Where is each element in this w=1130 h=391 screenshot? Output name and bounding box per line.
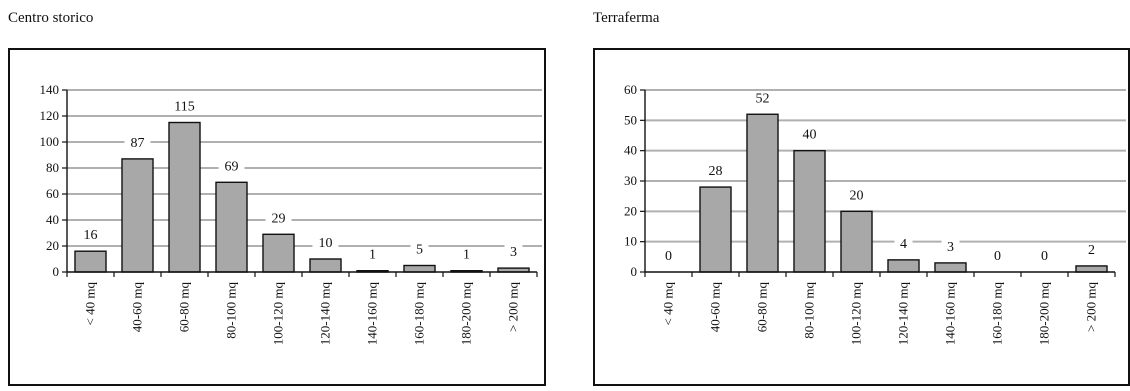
chart-1-data-label: 10: [319, 236, 333, 251]
chart-2-bar: [793, 149, 826, 273]
chart-1-data-label: 29: [272, 211, 286, 226]
chart-2-y-tick-label: 30: [624, 173, 637, 188]
chart-2-data-label: 3: [947, 240, 954, 255]
chart-1-y-tick-label: 100: [40, 134, 60, 149]
chart-2-category-label: 160-180 mq: [990, 282, 1005, 346]
chart-1-category-label: 80-100 mq: [224, 282, 239, 339]
chart-2-category-label: 100-120 mq: [849, 282, 864, 346]
chart-1-category-label: 160-180 mq: [412, 282, 427, 346]
chart-1-bar: [262, 233, 295, 273]
chart-2-y-tick-label: 0: [631, 264, 638, 279]
chart-1-y-tick-label: 120: [40, 108, 60, 123]
chart-1-category-label: 60-80 mq: [177, 282, 192, 333]
chart-2-data-label: 0: [994, 249, 1001, 264]
chart-1-category-label: > 200 mq: [506, 282, 521, 332]
chart-2-frame: 0 10 20 30 40 50 60 < 40 mq 40-60 mq 60-80 mq 80-1…: [593, 48, 1130, 386]
chart-2-y-tick-label: 20: [624, 203, 637, 218]
chart-1-data-label: 1: [369, 248, 376, 263]
chart-1-data-label: 16: [84, 228, 98, 243]
chart-2-data-label: 52: [756, 91, 770, 106]
chart-1-data-label: 5: [416, 243, 423, 258]
chart-1-bar: [403, 264, 436, 273]
chart-2-data-label: 4: [900, 237, 907, 252]
chart-1-bar: [215, 181, 248, 273]
chart-2-category-label: > 200 mq: [1084, 282, 1099, 332]
chart-1-data-label: 3: [510, 245, 517, 260]
chart-2-category-label: 80-100 mq: [802, 282, 817, 339]
chart-1-y-tick-label: 140: [40, 82, 60, 97]
chart-2-title: Terraferma: [593, 10, 660, 26]
chart-1-plot: 0 20 40 60 80 100 120 140 < 40 mq 40-60 mq 60-80 m…: [40, 82, 542, 346]
chart-2-bar: [1075, 265, 1108, 273]
chart-1-title: Centro storico: [8, 10, 94, 26]
chart-2-bar: [887, 259, 920, 273]
chart-2-category-label: 140-160 mq: [943, 282, 958, 346]
chart-1-data-label: 69: [225, 159, 239, 174]
chart-2-y-tick-label: 60: [624, 82, 637, 97]
chart-1-category-label: 120-140 mq: [318, 282, 333, 346]
chart-2-data-label: 0: [1041, 249, 1048, 264]
chart-2-data-label: 40: [803, 128, 817, 143]
chart-2-data-label: 20: [850, 188, 864, 203]
chart-2-category-label: 40-60 mq: [708, 282, 723, 333]
chart-2-category-label: 180-200 mq: [1037, 282, 1052, 346]
chart-1-y-tick-label: 0: [53, 264, 60, 279]
chart-2-y-tick-label: 40: [624, 143, 637, 158]
chart-2-data-label: 0: [665, 249, 672, 264]
chart-1-data-label: 1: [463, 248, 470, 263]
chart-1-y-tick-label: 20: [46, 238, 59, 253]
chart-2-category-label: 60-80 mq: [755, 282, 770, 333]
chart-1-y-tick-label: 40: [46, 212, 59, 227]
chart-2-bar: [934, 262, 967, 273]
chart-1-category-label: 100-120 mq: [271, 282, 286, 346]
chart-2-bar: [840, 210, 873, 273]
chart-1-bar: [309, 258, 342, 273]
chart-2-bar: [746, 113, 779, 273]
chart-2-category-label: < 40 mq: [661, 282, 676, 326]
chart-1-bar: [168, 121, 201, 273]
chart-1-bar: [74, 250, 107, 273]
chart-1-category-label: < 40 mq: [83, 282, 98, 326]
chart-1-frame: 0 20 40 60 80 100 120 140 < 40 mq 40-60 mq 60-80 m…: [8, 48, 546, 386]
chart-2-data-label: 2: [1088, 243, 1095, 258]
chart-1-data-label: 87: [131, 136, 145, 151]
chart-1-y-tick-label: 60: [46, 186, 59, 201]
chart-2-y-tick-label: 50: [624, 112, 637, 127]
chart-1-bar: [121, 158, 154, 273]
chart-1-y-tick-label: 80: [46, 160, 59, 175]
chart-1-category-label: 40-60 mq: [130, 282, 145, 333]
chart-2-y-tick-label: 10: [624, 234, 637, 249]
chart-1-data-label: 115: [174, 100, 194, 115]
chart-2-data-label: 28: [709, 164, 723, 179]
chart-2-bar: [699, 186, 732, 273]
chart-1-category-label: 140-160 mq: [365, 282, 380, 346]
chart-1-category-label: 180-200 mq: [459, 282, 474, 346]
chart-2-category-label: 120-140 mq: [896, 282, 911, 346]
